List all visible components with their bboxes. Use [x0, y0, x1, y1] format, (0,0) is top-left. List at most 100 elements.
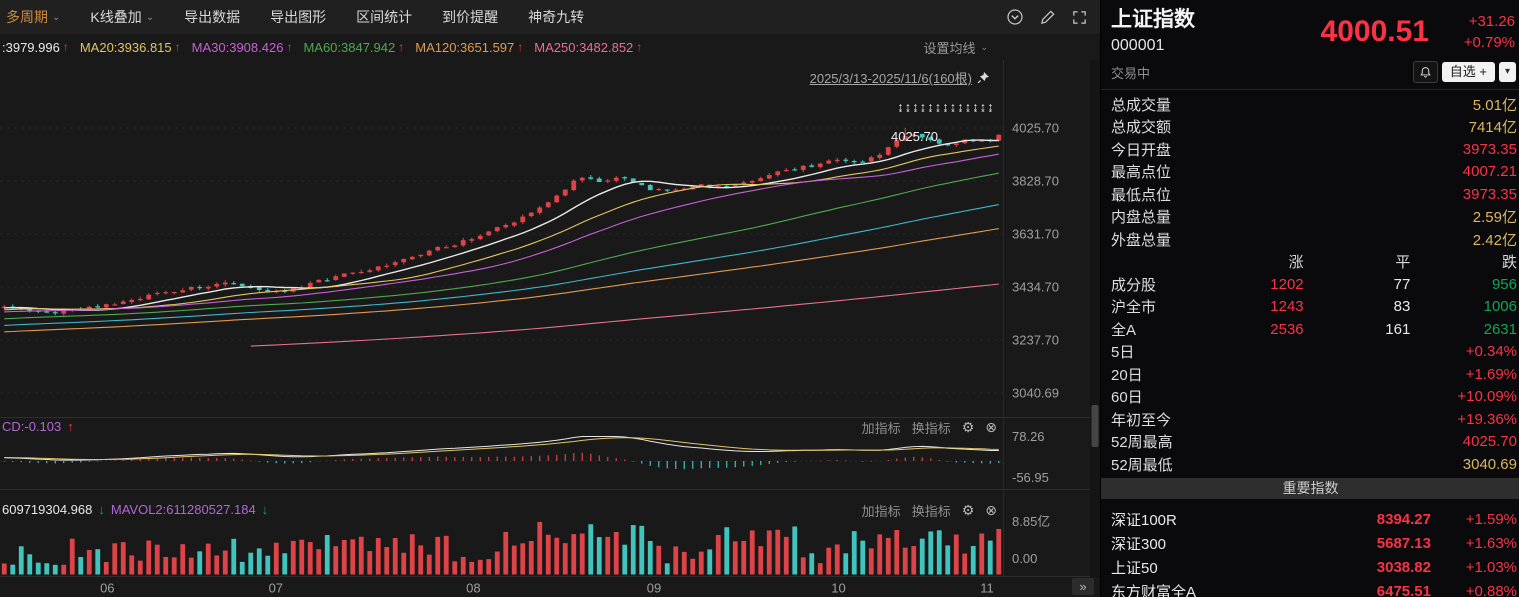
toolbar-item-0[interactable]: 多周期 ⌄ — [6, 7, 60, 27]
alert-bell-button[interactable] — [1412, 61, 1438, 83]
label-part-1: ↑ — [67, 419, 74, 434]
index-row-name: 上证50 — [1111, 560, 1158, 577]
candle-body — [443, 247, 449, 249]
up-arrow-icon: ↑ — [517, 40, 524, 54]
volume-bar — [826, 547, 832, 575]
volume-bar — [962, 553, 968, 575]
volume-bar — [409, 534, 415, 575]
candle-body — [537, 207, 543, 213]
volume-bar — [324, 534, 330, 575]
gear-icon[interactable]: ⚙ — [961, 502, 975, 518]
candle-body — [426, 250, 432, 256]
candle-body — [350, 272, 356, 274]
index-row[interactable]: 上证50 3038.82 +1.03% — [1101, 556, 1519, 580]
volume-bar — [435, 536, 441, 575]
index-row-value: 5687.13 — [1376, 535, 1431, 552]
macd-dea-line — [4, 437, 999, 460]
add-watchlist-button[interactable]: 自选 + — [1441, 62, 1495, 82]
stat-value: 5.01亿 — [1472, 96, 1517, 114]
toolbar-item-4[interactable]: 区间统计 — [356, 7, 412, 27]
close-icon[interactable]: ⊗ — [985, 419, 997, 435]
index-row-name: 深证100R — [1111, 512, 1177, 529]
expand-panel-button[interactable] — [1072, 578, 1094, 595]
candle-body — [953, 143, 959, 145]
candles — [1, 128, 1002, 316]
pen-icon[interactable] — [1039, 9, 1056, 26]
up-arrow-icon: ↑ — [636, 40, 643, 54]
toolbar-item-5[interactable]: 到价提醒 — [442, 7, 498, 27]
volume-bar — [86, 549, 92, 575]
volume-bar — [605, 536, 611, 575]
toolbar-item-6[interactable]: 神奇九转 — [528, 7, 584, 27]
date-range-label[interactable]: 2025/3/13-2025/11/6(160根) — [690, 68, 990, 87]
switch-indicator-button[interactable]: 换指标 — [911, 503, 951, 519]
candle-body — [44, 311, 50, 313]
volume-bar — [792, 526, 798, 575]
candle-body — [477, 235, 483, 240]
price-axis-label: 3237.70 — [1012, 332, 1059, 347]
circle-caret-icon[interactable] — [1006, 8, 1024, 26]
close-icon[interactable]: ⊗ — [985, 502, 997, 518]
volume-bar — [163, 556, 169, 575]
index-row[interactable]: 深证100R 8394.27 +1.59% — [1101, 508, 1519, 532]
candle-body — [656, 188, 662, 191]
fullscreen-icon[interactable] — [1071, 9, 1088, 26]
candle-body — [902, 136, 908, 141]
gear-icon[interactable]: ⚙ — [961, 419, 975, 435]
toolbar-item-2[interactable]: 导出数据 — [184, 7, 240, 27]
volume-bar — [494, 551, 500, 575]
macd-axis-label: -56.95 — [1012, 470, 1049, 485]
x-axis-label: 11 — [980, 581, 994, 596]
add-indicator-button[interactable]: 加指标 — [861, 503, 901, 519]
toolbar-item-3[interactable]: 导出图形 — [270, 7, 326, 27]
volume-bar — [273, 542, 279, 575]
volume-bar — [868, 548, 874, 575]
volume-bar — [741, 540, 747, 575]
toolbar-item-1[interactable]: K线叠加 ⌄ — [90, 7, 154, 27]
volume-bar — [460, 556, 466, 575]
updown-flat: 83 — [1393, 298, 1411, 316]
volume-bar — [299, 539, 305, 575]
volume-bar — [452, 561, 458, 575]
volume-bar — [613, 531, 619, 575]
perf-value: 4025.70 — [1462, 433, 1517, 451]
x-axis-label: 06 — [100, 581, 114, 596]
index-row[interactable]: 东方财富全A 6475.51 +0.88% — [1101, 580, 1519, 597]
stat-value: 2.59亿 — [1472, 209, 1517, 227]
volume-axis-label: 8.85亿 — [1012, 514, 1050, 529]
index-row-value: 8394.27 — [1376, 511, 1431, 528]
watchlist-dropdown-button[interactable]: ▾ — [1499, 62, 1516, 82]
candle-body — [52, 312, 58, 314]
volume-bar — [579, 533, 585, 575]
ma-settings-button[interactable]: 设置均线 ⌄ — [923, 38, 988, 57]
perf-label: 52周最低 — [1111, 456, 1173, 474]
bell-icon — [1420, 66, 1431, 77]
price-axis-label: 4025.70 — [1012, 121, 1059, 136]
volume-bar — [894, 529, 900, 575]
chart-scrollbar-thumb[interactable] — [1091, 405, 1099, 447]
toolbar-item-label: 神奇九转 — [528, 9, 585, 25]
volume-bar — [885, 537, 891, 575]
add-indicator-button[interactable]: 加指标 — [861, 420, 901, 436]
index-row[interactable]: 深证300 5687.13 +1.63% — [1101, 532, 1519, 556]
candlestick-chart[interactable]: 4025.70 3828.70 3631.70 3434.70 3237.70 3040.… — [0, 60, 1100, 597]
chart-scrollbar-track[interactable] — [1090, 60, 1100, 577]
volume-bar — [248, 552, 254, 575]
toolbar-item-label: 导出图形 — [270, 9, 327, 25]
volume-bar — [707, 549, 713, 575]
candle-body — [766, 175, 772, 179]
chevron-down-icon: ⌄ — [145, 11, 155, 23]
updown-label: 全A — [1111, 321, 1137, 339]
volume-bar — [265, 555, 271, 575]
volume-bar — [341, 539, 347, 575]
volume-bar — [418, 545, 424, 575]
volume-bar — [732, 541, 738, 575]
x-axis-label: 10 — [831, 581, 845, 596]
switch-indicator-button[interactable]: 换指标 — [911, 420, 951, 436]
volume-bar — [205, 543, 211, 575]
volume-bar — [766, 530, 772, 575]
volume-bar — [749, 530, 755, 575]
candle-body — [775, 171, 781, 176]
candle-body — [596, 178, 602, 182]
stat-row: 内盘总量 2.59亿 — [1101, 206, 1519, 229]
